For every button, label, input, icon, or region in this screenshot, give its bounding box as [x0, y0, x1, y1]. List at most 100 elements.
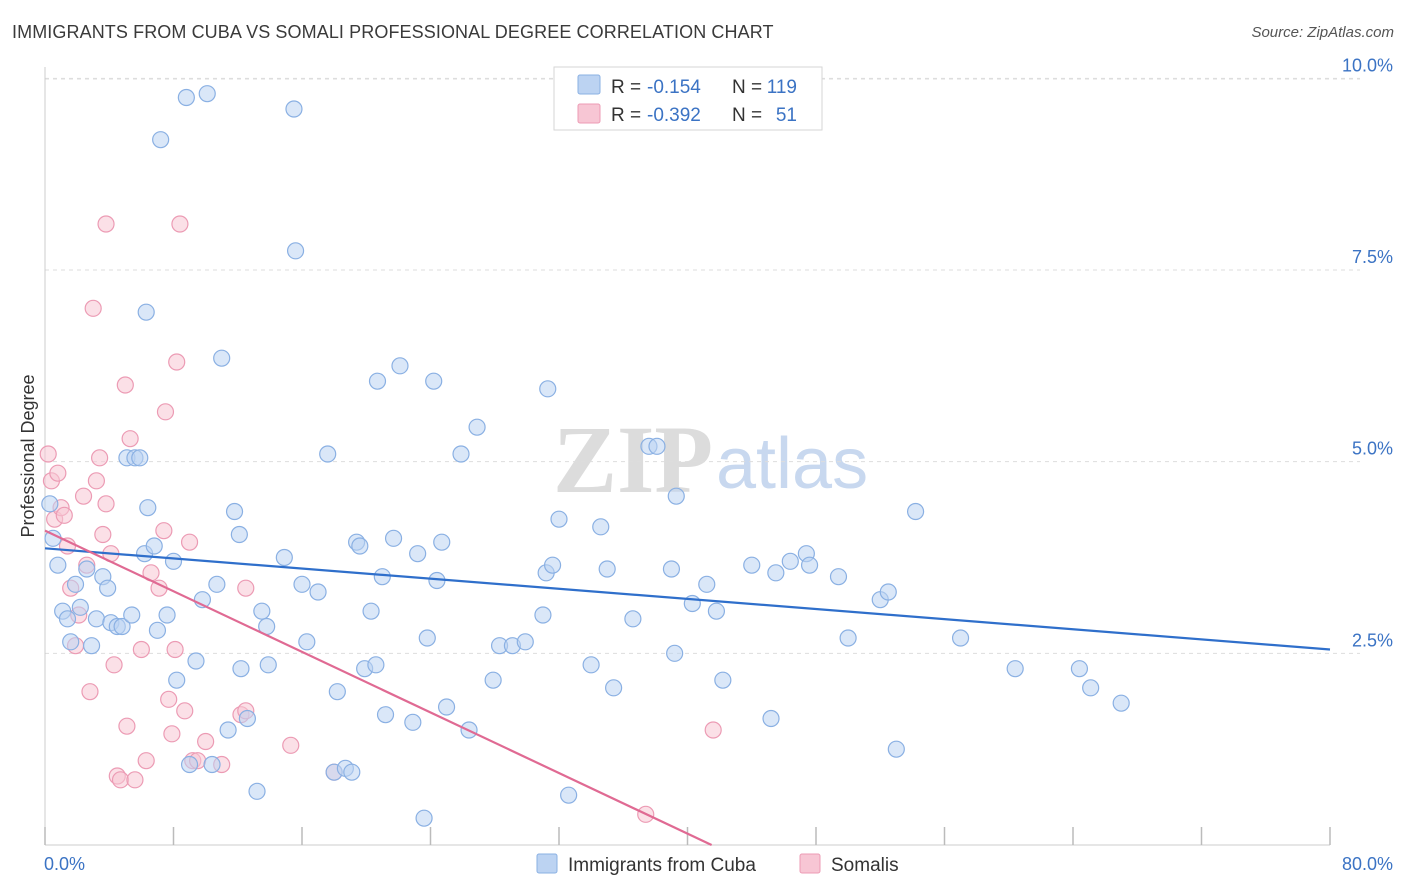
somali-point	[168, 353, 186, 371]
cuba-point	[58, 610, 77, 628]
somali-point	[97, 215, 115, 233]
cuba-point	[168, 671, 186, 689]
cuba-point	[99, 579, 117, 597]
x-tick-label: 80.0%	[1342, 854, 1393, 874]
somali-point	[156, 403, 175, 421]
cuba-point	[437, 698, 456, 716]
y-tick-label: 5.0%	[1352, 439, 1393, 459]
source-label: Source: ZipAtlas.com	[1251, 24, 1394, 41]
y-tick-label: 2.5%	[1352, 630, 1393, 650]
cuba-point	[66, 575, 85, 593]
cuba-point	[367, 656, 385, 674]
somali-point	[197, 732, 215, 751]
cuba-point	[409, 545, 427, 563]
cuba-point	[351, 537, 369, 555]
cuba-point	[887, 740, 905, 758]
bottom-legend: Immigrants from Cuba Somalis	[536, 853, 899, 876]
cuba-point	[230, 525, 248, 544]
cuba-point	[253, 602, 271, 620]
somali-point	[87, 472, 106, 490]
cuba-point	[433, 533, 451, 551]
cuba-point	[362, 602, 380, 620]
cuba-point	[225, 502, 244, 521]
somali-point	[97, 495, 115, 513]
cuba-point	[1070, 660, 1089, 678]
watermark-atlas: atlas	[716, 424, 868, 504]
watermark-zip: ZIP	[553, 406, 713, 513]
somali-point	[55, 506, 73, 524]
legend-n-value-somali: 51	[776, 105, 797, 126]
cuba-point	[592, 518, 610, 536]
cuba-point	[164, 552, 183, 570]
cuba-point	[62, 633, 80, 651]
cuba-point	[137, 303, 155, 321]
cuba-point	[82, 637, 101, 655]
somali-point	[155, 522, 173, 540]
cuba-point	[208, 575, 226, 593]
cuba-point	[598, 560, 616, 578]
cuba-point	[662, 560, 681, 578]
somali-point	[121, 430, 139, 448]
cuba-point	[404, 713, 422, 731]
somali-point	[166, 640, 184, 659]
cuba-point	[343, 763, 361, 781]
cuba-point	[203, 755, 221, 774]
cuba-point	[123, 606, 141, 624]
cuba-point	[113, 617, 131, 636]
cuba-point	[259, 656, 277, 674]
somali-point	[171, 215, 189, 233]
somali-point	[39, 445, 57, 463]
legend-n-label-somali: N =	[732, 105, 762, 126]
bottom-legend-label-somali: Somalis	[831, 855, 899, 876]
cuba-point	[1082, 679, 1100, 697]
cuba-point	[624, 610, 642, 628]
y-tick-label: 10.0%	[1342, 55, 1393, 75]
cuba-point	[145, 537, 163, 555]
cuba-point	[800, 556, 819, 574]
cuba-point	[767, 564, 785, 582]
somali-point	[49, 464, 67, 482]
cuba-point	[293, 575, 311, 593]
cuba-point	[131, 449, 149, 467]
cuba-point	[285, 100, 303, 118]
legend: R = -0.154 N = 119 R = -0.392 N = 51	[553, 66, 823, 131]
cuba-point	[468, 418, 486, 436]
cuba-point	[829, 568, 848, 586]
cuba-point	[516, 633, 534, 651]
cuba-point	[87, 610, 106, 628]
cuba-point	[198, 85, 216, 103]
cuba-point	[707, 602, 726, 620]
cuba-point	[418, 629, 436, 647]
somali-point	[74, 487, 93, 505]
somali-point	[160, 690, 178, 708]
cuba-point	[187, 652, 205, 670]
cuba-point	[951, 629, 970, 647]
y-tick-label: 7.5%	[1352, 247, 1393, 267]
bottom-legend-swatch-cuba	[536, 853, 558, 874]
cuba-point	[698, 575, 716, 593]
cuba-point	[368, 372, 387, 390]
somali-point	[137, 752, 155, 770]
cuba-point	[376, 706, 395, 724]
somali-point	[116, 376, 134, 394]
somali-point	[176, 702, 194, 720]
legend-r-label-somali: R =	[611, 105, 641, 126]
cuba-point	[49, 556, 67, 574]
cuba-point	[139, 499, 157, 517]
cuba-point	[177, 88, 195, 107]
somali-point	[126, 771, 144, 789]
cuba-point	[319, 445, 337, 463]
legend-r-value-cuba: -0.154	[647, 77, 701, 98]
bottom-legend-swatch-somali	[799, 853, 821, 874]
cuba-point	[391, 357, 409, 375]
grid	[45, 77, 1360, 654]
cuba-point	[539, 380, 557, 398]
cuba-point	[839, 629, 857, 647]
legend-swatch-somali	[577, 103, 601, 124]
bottom-legend-label-cuba: Immigrants from Cuba	[568, 855, 756, 876]
cuba-point	[78, 560, 96, 578]
trend-lines	[44, 529, 1331, 846]
legend-n-value-cuba: 119	[767, 77, 797, 98]
cuba-point	[232, 660, 250, 678]
cuba-point	[415, 809, 433, 827]
